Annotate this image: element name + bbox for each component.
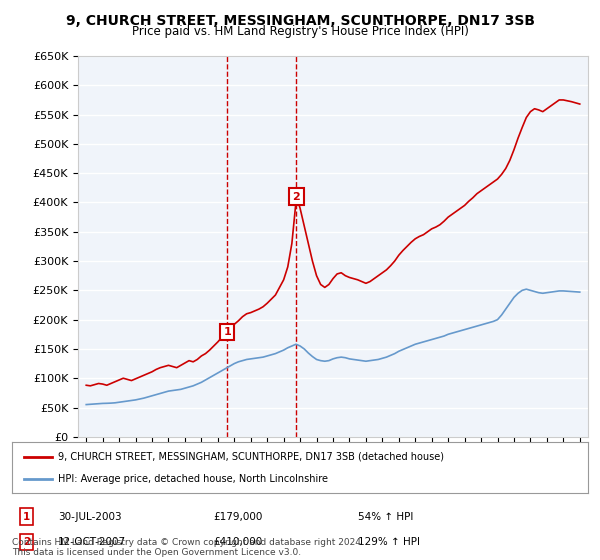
Text: Price paid vs. HM Land Registry's House Price Index (HPI): Price paid vs. HM Land Registry's House … — [131, 25, 469, 38]
Text: 2: 2 — [293, 192, 301, 202]
Text: 54% ↑ HPI: 54% ↑ HPI — [358, 512, 413, 521]
Text: 12-OCT-2007: 12-OCT-2007 — [58, 537, 126, 547]
Text: HPI: Average price, detached house, North Lincolnshire: HPI: Average price, detached house, Nort… — [58, 474, 328, 484]
Text: 30-JUL-2003: 30-JUL-2003 — [58, 512, 122, 521]
Text: 9, CHURCH STREET, MESSINGHAM, SCUNTHORPE, DN17 3SB (detached house): 9, CHURCH STREET, MESSINGHAM, SCUNTHORPE… — [58, 451, 444, 461]
Text: 2: 2 — [23, 537, 30, 547]
Text: 129% ↑ HPI: 129% ↑ HPI — [358, 537, 419, 547]
Text: 1: 1 — [23, 512, 30, 521]
Text: £410,000: £410,000 — [214, 537, 263, 547]
Text: Contains HM Land Registry data © Crown copyright and database right 2024.
This d: Contains HM Land Registry data © Crown c… — [12, 538, 364, 557]
Text: 1: 1 — [223, 327, 231, 337]
Text: £179,000: £179,000 — [214, 512, 263, 521]
Text: 9, CHURCH STREET, MESSINGHAM, SCUNTHORPE, DN17 3SB: 9, CHURCH STREET, MESSINGHAM, SCUNTHORPE… — [65, 14, 535, 28]
